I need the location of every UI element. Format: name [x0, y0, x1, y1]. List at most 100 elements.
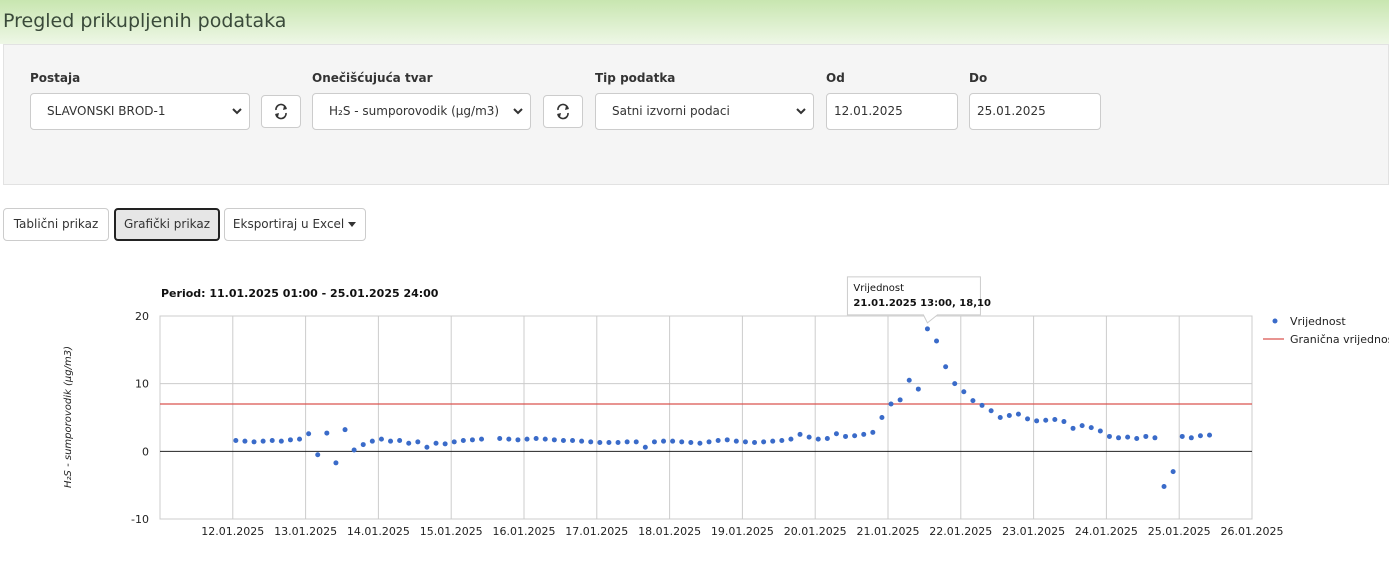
data-point: [433, 440, 439, 446]
x-tick-label: 14.01.2025: [347, 525, 410, 538]
y-tick-label: 20: [135, 310, 149, 323]
data-point: [1025, 416, 1031, 422]
data-point: [551, 437, 557, 443]
data-point: [1188, 435, 1194, 441]
type-select[interactable]: Satni izvorni podaci: [595, 93, 814, 130]
tooltip-title: Vrijednost: [853, 283, 904, 294]
refresh-button[interactable]: [261, 95, 301, 128]
y-axis-label: H₂S - sumporovodik (µg/m3): [63, 346, 74, 488]
data-point: [788, 436, 794, 442]
input-value: 25.01.2025: [977, 104, 1046, 118]
x-tick-label: 16.01.2025: [493, 525, 556, 538]
data-point: [397, 438, 403, 444]
data-point: [1116, 435, 1122, 441]
data-point: [1134, 435, 1140, 441]
data-point: [388, 438, 394, 444]
data-point: [524, 436, 530, 442]
refresh-icon: [557, 103, 569, 120]
data-point: [733, 438, 739, 444]
chart-title: Period: 11.01.2025 01:00 - 25.01.2025 24…: [161, 287, 439, 300]
input-value: 12.01.2025: [834, 104, 903, 118]
data-point: [952, 381, 958, 387]
x-tick-label: 19.01.2025: [711, 525, 774, 538]
data-point: [661, 438, 667, 444]
data-point: [479, 436, 485, 442]
data-point: [943, 364, 949, 370]
data-point: [360, 442, 366, 448]
export-label: Eksportiraj u Excel: [232, 217, 345, 231]
chart-tab[interactable]: Grafički prikaz: [114, 208, 220, 241]
data-point: [560, 438, 566, 444]
data-point: [670, 438, 676, 444]
tooltip: Vrijednost 21.01.2025 13:00, 18,10: [846, 276, 991, 324]
data-point: [715, 438, 721, 444]
legend-label: Vrijednost: [1290, 315, 1346, 328]
data-point: [1197, 433, 1203, 439]
data-point: [1015, 411, 1021, 417]
data-point: [1170, 469, 1176, 475]
data-point: [924, 326, 930, 332]
data-point: [333, 460, 339, 466]
data-point: [870, 429, 876, 435]
legend-marker: [1272, 318, 1278, 324]
x-tick-label: 24.01.2025: [1075, 525, 1138, 538]
data-point: [597, 440, 603, 446]
select-value: SLAVONSKI BROD-1: [47, 104, 166, 118]
plot-area: [159, 315, 1253, 520]
data-point: [269, 438, 275, 444]
data-point: [342, 427, 348, 433]
x-tick-label: 22.01.2025: [929, 525, 992, 538]
filter-label: Onečišćujuća tvar: [312, 71, 433, 85]
filter-label: Postaja: [30, 71, 81, 85]
data-point: [606, 440, 612, 446]
table-tab[interactable]: Tablični prikaz: [3, 208, 109, 241]
data-point: [460, 438, 466, 444]
data-point: [633, 439, 639, 445]
data-point: [1097, 428, 1103, 434]
export-button[interactable]: Eksportiraj u Excel: [224, 208, 366, 241]
data-point: [752, 440, 758, 446]
data-point: [833, 431, 839, 437]
data-point: [697, 440, 703, 446]
filter-label: Od: [826, 71, 845, 85]
data-point: [497, 435, 503, 441]
refresh-button[interactable]: [543, 95, 583, 128]
data-point: [979, 402, 985, 408]
data-point: [324, 430, 330, 436]
chart: Period: 11.01.2025 01:00 - 25.01.2025 24…: [63, 276, 1389, 538]
data-point: [378, 436, 384, 442]
x-tick-label: 21.01.2025: [857, 525, 920, 538]
data-point: [779, 438, 785, 444]
data-point: [251, 439, 257, 445]
data-point: [1161, 484, 1167, 490]
data-point: [533, 435, 539, 441]
page-title: Pregled prikupljenih podataka: [3, 10, 287, 32]
data-point: [1070, 425, 1076, 431]
date-from-input[interactable]: 12.01.2025: [826, 93, 958, 130]
data-point: [233, 438, 239, 444]
data-point: [651, 439, 657, 445]
legend-label: Granična vrijednost: [1290, 333, 1389, 346]
select-value: H₂S - sumporovodik (µg/m3): [329, 104, 500, 118]
station-select[interactable]: SLAVONSKI BROD-1: [30, 93, 250, 130]
data-point: [315, 452, 321, 458]
data-point: [742, 439, 748, 445]
data-point: [961, 389, 967, 395]
data-point: [761, 439, 767, 445]
date-to-input[interactable]: 25.01.2025: [969, 93, 1101, 130]
data-point: [815, 436, 821, 442]
data-point: [706, 439, 712, 445]
chevron: [796, 108, 806, 115]
chevron: [513, 108, 523, 115]
caret: [348, 222, 357, 227]
data-point: [260, 438, 266, 444]
pollutant-select[interactable]: H₂S - sumporovodik (µg/m3): [312, 93, 531, 130]
data-point: [570, 438, 576, 444]
data-point: [988, 408, 994, 414]
data-point: [1006, 412, 1012, 418]
x-tick-label: 23.01.2025: [1002, 525, 1065, 538]
data-point: [242, 438, 248, 444]
filter-label: Tip podatka: [595, 71, 676, 85]
data-point: [542, 436, 548, 442]
filter-label: Do: [969, 71, 988, 85]
